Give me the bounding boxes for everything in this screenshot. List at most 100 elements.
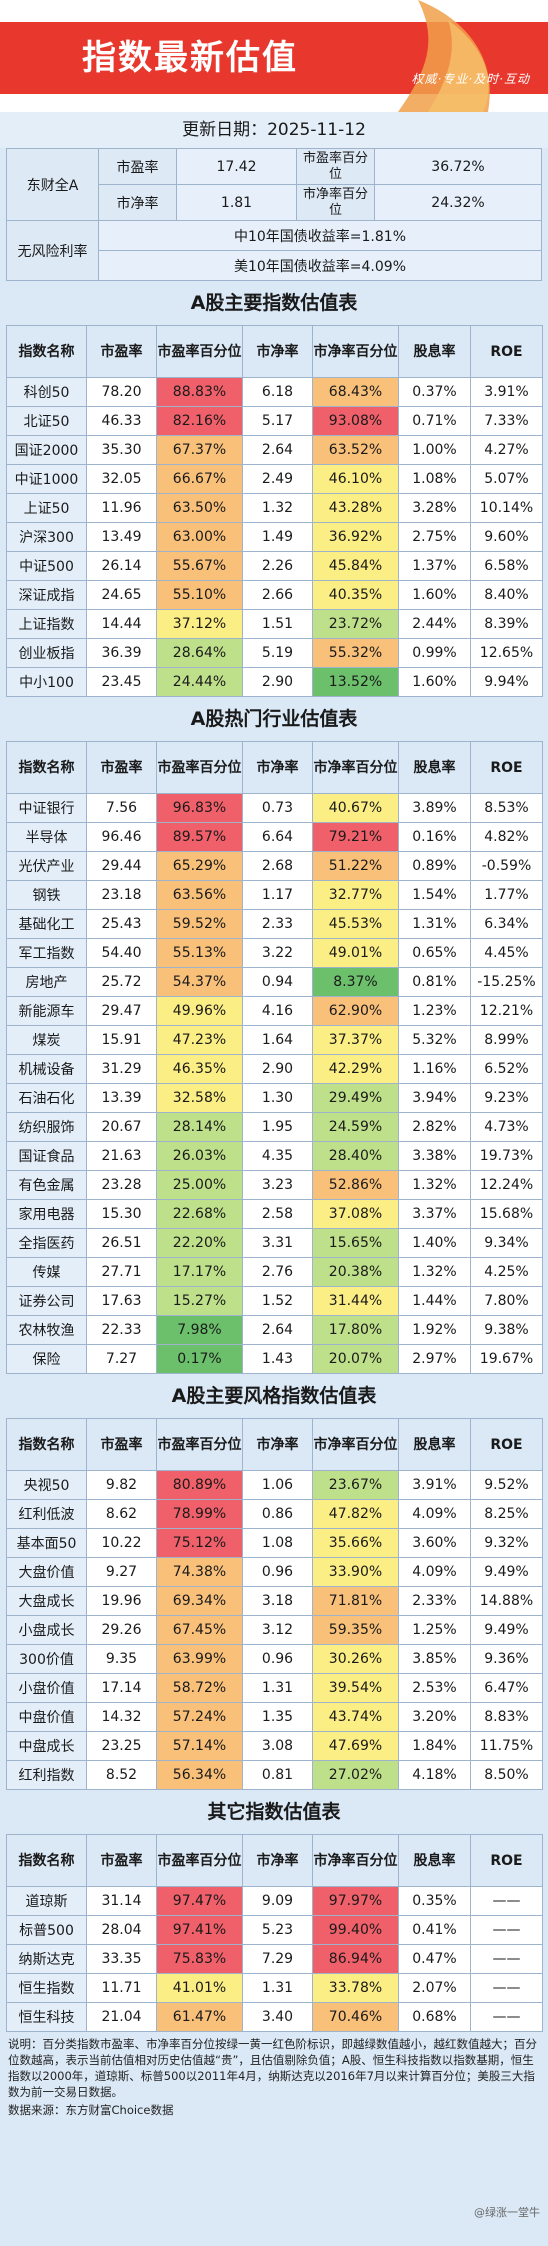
index-name: 石油石化 [6,1083,87,1113]
column-header: 市净率百分位 [312,741,399,794]
value-cell: 31.14 [86,1886,157,1916]
value-cell: 96.83% [156,793,243,823]
index-name: 中小100 [6,667,87,697]
value-cell: 37.08% [312,1199,399,1229]
value-cell: 1.00% [398,435,471,465]
value-cell: 0.16% [398,822,471,852]
table-row: 红利低波 8.62 78.99% 0.86 47.82% 4.09% 8.25% [6,1499,543,1529]
value-cell: 1.35 [242,1702,313,1732]
index-name: 光伏产业 [6,851,87,881]
note-text: 说明：百分类指数市盈率、市净率百分位按绿一黄一红色阶标识，即越绿数值越小，越红数… [8,2037,537,2099]
value-cell: 7.29 [242,1944,313,1974]
value-cell: 0.41% [398,1915,471,1945]
value-cell: 3.20% [398,1702,471,1732]
value-cell: 0.47% [398,1944,471,1974]
table-row: 大盘成长 19.96 69.34% 3.18 71.81% 2.33% 14.88% [6,1586,543,1616]
market-summary-table: 东财全A 市盈率 17.42 市盈率百分位 36.72% 市净率 1.81 市净… [6,148,542,281]
value-cell: 3.40 [242,2002,313,2032]
value-cell: 35.66% [312,1528,399,1558]
value-cell: 3.37% [398,1199,471,1229]
index-name: 钢铁 [6,880,87,910]
table-row: 深证成指 24.65 55.10% 2.66 40.35% 1.60% 8.40% [6,580,543,610]
value-cell: 6.47% [470,1673,543,1703]
value-cell: 9.49% [470,1615,543,1645]
value-cell: 2.64 [242,435,313,465]
value-cell: 62.90% [312,996,399,1026]
index-name: 家用电器 [6,1199,87,1229]
column-header: 市净率百分位 [312,325,399,378]
value-cell: 97.47% [156,1886,243,1916]
value-cell: 1.32% [398,1257,471,1287]
flame-logo-icon [398,0,490,112]
column-header: 指数名称 [6,741,87,794]
section-title: A股主要指数估值表 [0,281,548,325]
value-cell: 21.63 [86,1141,157,1171]
value-cell: 0.71% [398,406,471,436]
index-name: 道琼斯 [6,1886,87,1916]
value-cell: 3.85% [398,1644,471,1674]
value-cell: 36.92% [312,522,399,552]
table-row: 科创50 78.20 88.83% 6.18 68.43% 0.37% 3.91% [6,377,543,407]
index-name: 沪深300 [6,522,87,552]
risk-free-label: 无风险利率 [6,220,99,281]
value-cell: 4.09% [398,1557,471,1587]
table-row: 机械设备 31.29 46.35% 2.90 42.29% 1.16% 6.52% [6,1054,543,1084]
value-cell: 47.23% [156,1025,243,1055]
index-name: 传媒 [6,1257,87,1287]
value-cell: —— [470,1944,543,1974]
index-name: 创业板指 [6,638,87,668]
value-cell: 0.81 [242,1760,313,1790]
column-header: 指数名称 [6,325,87,378]
value-cell: —— [470,1886,543,1916]
value-cell: 46.33 [86,406,157,436]
value-cell: 23.67% [312,1470,399,1500]
index-name: 北证50 [6,406,87,436]
value-cell: 10.14% [470,493,543,523]
page-title: 指数最新估值 [82,38,298,78]
value-cell: 67.37% [156,435,243,465]
index-name: 科创50 [6,377,87,407]
value-cell: 8.53% [470,793,543,823]
value-cell: 1.64 [242,1025,313,1055]
value-cell: 23.18 [86,880,157,910]
value-cell: 4.27% [470,435,543,465]
value-cell: 3.22 [242,938,313,968]
value-cell: 8.99% [470,1025,543,1055]
value-cell: 1.25% [398,1615,471,1645]
value-cell: 27.02% [312,1760,399,1790]
index-name: 保险 [6,1344,87,1374]
section-title: 其它指数估值表 [0,1790,548,1834]
page-header: 指数最新估值 权威·专业·及时·互动 [0,0,548,112]
value-cell: 1.92% [398,1315,471,1345]
column-header: 市净率百分位 [312,1418,399,1471]
value-cell: 7.56 [86,793,157,823]
value-cell: 1.37% [398,551,471,581]
column-header: ROE [470,741,543,794]
value-cell: 29.26 [86,1615,157,1645]
value-cell: 3.31 [242,1228,313,1258]
table-row: 道琼斯 31.14 97.47% 9.09 97.97% 0.35% —— [6,1886,543,1916]
value-cell: 13.39 [86,1083,157,1113]
value-cell: 30.26% [312,1644,399,1674]
value-cell: -0.59% [470,851,543,881]
value-cell: 2.53% [398,1673,471,1703]
table-row: 标普500 28.04 97.41% 5.23 99.40% 0.41% —— [6,1915,543,1945]
value-cell: 89.57% [156,822,243,852]
index-name: 红利低波 [6,1499,87,1529]
value-cell: 6.18 [242,377,313,407]
value-cell: 3.94% [398,1083,471,1113]
value-cell: 0.35% [398,1886,471,1916]
value-cell: 40.35% [312,580,399,610]
value-cell: 2.82% [398,1112,471,1142]
table-row: 农林牧渔 22.33 7.98% 2.64 17.80% 1.92% 9.38% [6,1315,543,1345]
value-cell: 25.72 [86,967,157,997]
table-row: 上证指数 14.44 37.12% 1.51 23.72% 2.44% 8.39% [6,609,543,639]
value-cell: 20.38% [312,1257,399,1287]
value-cell: 1.60% [398,580,471,610]
value-cell: 55.13% [156,938,243,968]
value-cell: 59.35% [312,1615,399,1645]
table-row: 保险 7.27 0.17% 1.43 20.07% 2.97% 19.67% [6,1344,543,1374]
value-cell: 1.08 [242,1528,313,1558]
value-cell: 2.49 [242,464,313,494]
table-row: 恒生科技 21.04 61.47% 3.40 70.46% 0.68% —— [6,2002,543,2032]
